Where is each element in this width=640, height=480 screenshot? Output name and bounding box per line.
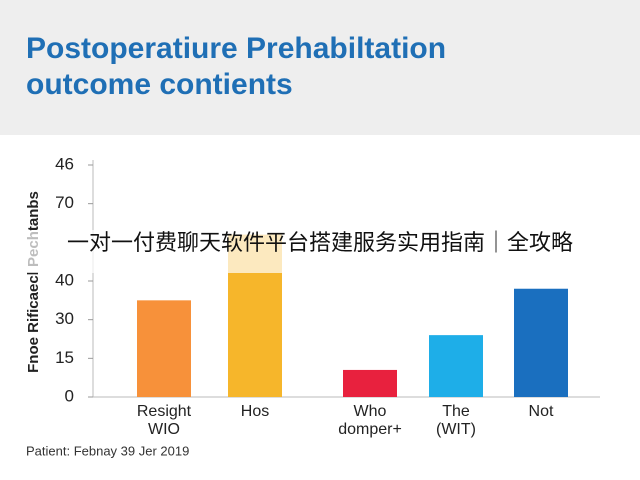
bar — [343, 369, 397, 397]
x-tick-label: WIO — [148, 421, 180, 438]
x-tick-label: Resight — [137, 403, 192, 420]
y-tick-label: 30 — [55, 309, 74, 328]
header-band — [0, 0, 640, 135]
y-tick-label: 70 — [55, 193, 74, 212]
overlay-band — [0, 230, 640, 273]
footnote: Patient: Febnay 39 Jer 2019 — [26, 443, 189, 458]
y-tick-label: 15 — [55, 348, 74, 367]
x-tick-label: domper+ — [338, 421, 402, 438]
chart-title: outcome contients — [26, 68, 293, 101]
overlay-text: 一对一付费聊天软件平台搭建服务实用指南｜全攻略 — [67, 230, 573, 255]
bar — [137, 300, 191, 397]
x-tick-label: Who — [354, 403, 387, 420]
y-axis-label: Fnoe Rificaecl Pechtanbs — [25, 191, 42, 373]
y-tick-label: 46 — [55, 154, 74, 173]
bar — [514, 288, 568, 397]
chart-title: Postoperatiure Prehabiltation — [26, 32, 446, 65]
x-tick-label: (WIT) — [436, 421, 476, 438]
bar — [429, 335, 483, 397]
x-tick-label: Hos — [241, 403, 269, 420]
y-tick-label: 40 — [55, 270, 74, 289]
y-tick-label: 0 — [65, 386, 74, 405]
x-tick-label: The — [442, 403, 470, 420]
x-tick-label: Not — [529, 403, 554, 420]
